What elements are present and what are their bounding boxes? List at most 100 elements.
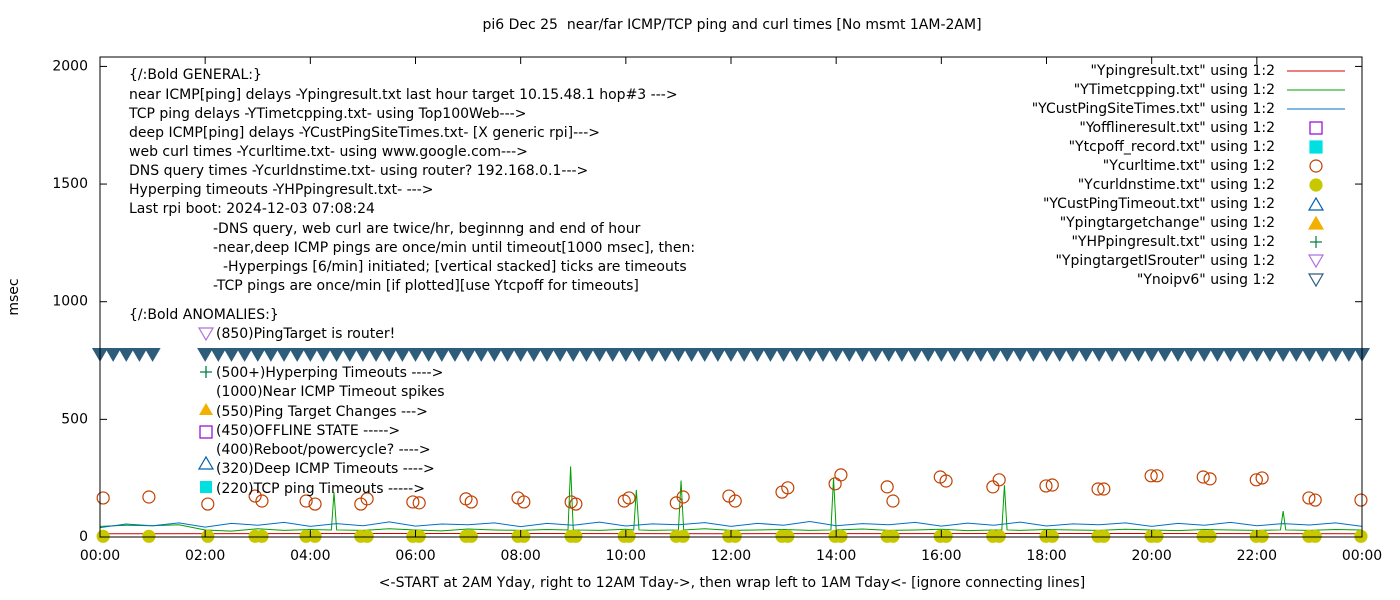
marker-circle [255, 529, 269, 543]
marker-triangle-down [354, 348, 371, 362]
marker-triangle-down [906, 348, 924, 362]
marker-circle [886, 494, 900, 508]
marker-square [1309, 140, 1323, 154]
marker-circle [1045, 478, 1059, 492]
marker-circle [676, 490, 690, 504]
marker-circle [142, 490, 156, 504]
annotation: (400)Reboot/powercycle? ----> [216, 442, 431, 458]
annotation: Hyperping timeouts -YHPpingresult.txt- -… [129, 182, 434, 198]
marker-square [1309, 121, 1323, 135]
marker-triangle-up [1307, 196, 1325, 211]
annotation: {/:Bold ANOMALIES:} [129, 307, 279, 323]
marker-circle [781, 529, 795, 543]
marker-circle [464, 529, 478, 543]
marker-circle [1039, 479, 1053, 493]
marker-triangle-down [368, 348, 385, 362]
y-tick-label: 0 [79, 529, 88, 545]
marker-triangle-down [302, 348, 319, 362]
marker-triangle-down [552, 348, 569, 362]
marker-triangle-down [801, 348, 818, 362]
marker-triangle-down [262, 348, 279, 362]
x-tick-label: 08:00 [500, 548, 540, 564]
marker-circle [406, 495, 420, 509]
marker-triangle-down [1307, 254, 1325, 269]
legend-label: "Ypingtargetchange" using 1:2 [1060, 215, 1275, 231]
marker-circle [1309, 159, 1323, 173]
marker-circle [781, 481, 795, 495]
marker-triangle-down [210, 348, 227, 362]
marker-triangle-down [578, 348, 595, 362]
marker-triangle-down [486, 348, 503, 362]
marker-triangle-down [223, 348, 240, 362]
marker-triangle-down [749, 348, 766, 362]
marker-triangle-down [722, 348, 740, 362]
marker-triangle-down [630, 348, 648, 362]
annotation: (320)Deep ICMP Timeouts ----> [216, 461, 435, 477]
legend-label: "Ycurldnstime.txt" using 1:2 [1078, 177, 1275, 193]
x-tick-label: 14:00 [816, 548, 856, 564]
marker-circle [939, 474, 953, 488]
marker-triangle-down [985, 348, 1002, 362]
x-tick-label: 00:00 [1342, 548, 1382, 564]
hyperping-icon [200, 366, 212, 378]
marker-triangle-down [512, 348, 529, 362]
annotation: Last rpi boot: 2024-12-03 07:08:24 [129, 201, 375, 217]
marker-circle [1091, 482, 1105, 496]
legend-label: "YTimetcpping.txt" using 1:2 [1074, 82, 1275, 98]
marker-circle [1203, 472, 1217, 486]
legend-label: "YCustPingTimeout.txt" using 1:2 [1043, 196, 1275, 212]
marker-circle [1255, 471, 1269, 485]
marker-circle [834, 529, 848, 543]
y-tick-label: 1500 [52, 176, 88, 192]
x-tick-label: 18:00 [1026, 548, 1066, 564]
marker-circle [412, 496, 426, 510]
annotation: -Hyperpings [6/min] initiated; [vertical… [223, 259, 687, 275]
annotation: {/:Bold GENERAL:} [129, 67, 262, 83]
annotation: (1000)Near ICMP Timeout spikes [216, 384, 445, 400]
marker-triangle-down [1340, 348, 1357, 362]
annotation: near ICMP[ping] delays -Ypingresult.txt … [129, 87, 678, 103]
marker-circle [1255, 529, 1269, 543]
marker-triangle-down [1327, 348, 1344, 362]
annotation: (450)OFFLINE STATE -----> [216, 423, 400, 439]
legend-label: "YpingtargetISrouter" using 1:2 [1055, 253, 1275, 269]
marker-plus [1310, 236, 1322, 248]
marker-triangle-down [788, 348, 805, 362]
marker-triangle-down [1104, 348, 1121, 362]
marker-circle [828, 477, 842, 491]
marker-triangle-up [1307, 215, 1325, 230]
marker-triangle-down [1288, 348, 1305, 362]
marker-circle [308, 529, 322, 543]
marker-triangle-down [328, 348, 345, 362]
marker-circle [1354, 493, 1368, 507]
marker-circle [360, 529, 374, 543]
marker-circle [622, 529, 636, 543]
marker-triangle-down [841, 348, 858, 362]
marker-circle [308, 497, 322, 511]
marker-triangle-down [1012, 348, 1029, 362]
marker-circle [939, 529, 953, 543]
marker-triangle-down [105, 348, 122, 362]
marker-circle [201, 497, 215, 511]
x-tick-label: 22:00 [1237, 548, 1277, 564]
x-tick-label: 10:00 [606, 548, 646, 564]
marker-triangle-down [1064, 348, 1081, 362]
marker-triangle-down [617, 348, 634, 362]
marker-triangle-down [775, 348, 792, 362]
marker-circle [1045, 529, 1059, 543]
marker-circle [1203, 529, 1217, 543]
marker-circle [886, 529, 900, 543]
router-icon [197, 327, 215, 342]
marker-triangle-down [236, 348, 253, 362]
marker-circle [517, 495, 531, 509]
y-axis-label: msec [6, 278, 22, 315]
marker-triangle-down [644, 348, 661, 362]
marker-circle [142, 529, 156, 543]
chart-title: pi6 Dec 25 near/far ICMP/TCP ping and cu… [482, 17, 981, 33]
marker-circle [728, 529, 742, 543]
marker-triangle-down [1025, 348, 1042, 362]
x-tick-label: 06:00 [395, 548, 435, 564]
legend-label: "Ynoipv6" using 1:2 [1137, 272, 1275, 288]
legend-label: "Ycurltime.txt" using 1:2 [1103, 158, 1275, 174]
